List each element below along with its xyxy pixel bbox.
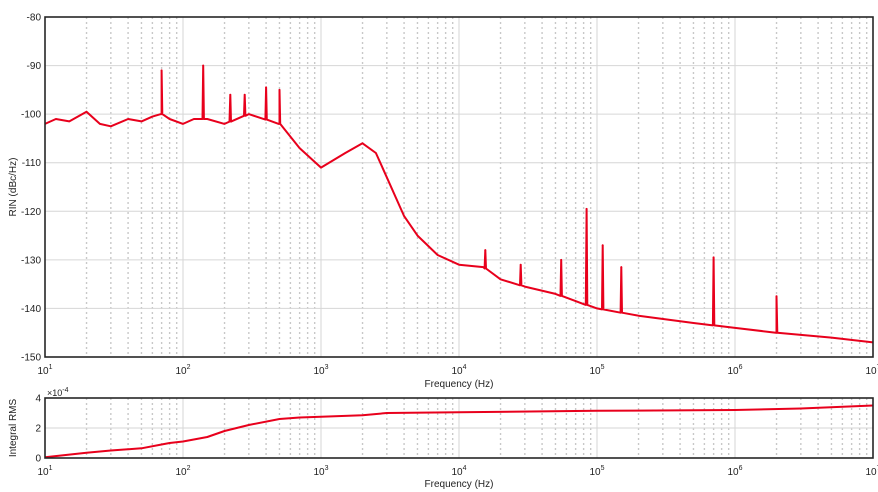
axes-frame bbox=[44, 16, 874, 358]
x-tick-exponent: 5 bbox=[601, 364, 605, 371]
x-axis-label: Frequency (Hz) bbox=[425, 379, 494, 390]
spectral-peak bbox=[775, 295, 778, 298]
y-tick-label: -130 bbox=[21, 255, 41, 266]
spectral-peak bbox=[278, 88, 281, 91]
x-tick-base: 10 bbox=[727, 467, 739, 478]
x-tick-label: 107 bbox=[865, 364, 878, 377]
x-tick-base: 10 bbox=[865, 366, 877, 377]
spectral-peak bbox=[484, 249, 487, 252]
spectral-peak bbox=[620, 266, 623, 269]
x-tick-label: 104 bbox=[451, 364, 466, 377]
x-tick-base: 10 bbox=[175, 467, 187, 478]
x-tick-base: 10 bbox=[451, 366, 463, 377]
y-tick-label: -120 bbox=[21, 207, 41, 218]
y-tick-label: 2 bbox=[35, 424, 41, 435]
x-tick-exponent: 4 bbox=[463, 465, 467, 472]
grid bbox=[45, 16, 873, 358]
x-tick-label: 101 bbox=[37, 465, 52, 478]
x-tick-exponent: 3 bbox=[325, 465, 329, 472]
series-line bbox=[44, 404, 874, 459]
x-tick-base: 10 bbox=[37, 366, 49, 377]
x-tick-label: 102 bbox=[175, 465, 190, 478]
y-tick-label: -90 bbox=[27, 61, 42, 72]
y-multiplier-exponent: -4 bbox=[62, 387, 68, 394]
x-tick-base: 10 bbox=[37, 467, 49, 478]
y-tick-label: 0 bbox=[35, 454, 41, 465]
x-tick-exponent: 2 bbox=[187, 465, 191, 472]
x-tick-label: 106 bbox=[727, 364, 742, 377]
y-axis-label: Integral RMS bbox=[8, 398, 19, 457]
spectral-peak bbox=[560, 258, 563, 261]
x-tick-base: 10 bbox=[589, 467, 601, 478]
x-tick-label: 101 bbox=[37, 364, 52, 377]
y-multiplier-base: ×10 bbox=[47, 388, 62, 398]
axes-frame bbox=[44, 397, 874, 459]
y-tick-label: -150 bbox=[21, 353, 41, 364]
x-tick-base: 10 bbox=[175, 366, 187, 377]
y-tick-label: -110 bbox=[22, 158, 42, 169]
x-tick-exponent: 7 bbox=[877, 364, 878, 371]
x-tick-exponent: 7 bbox=[877, 465, 878, 472]
x-tick-base: 10 bbox=[451, 467, 463, 478]
x-tick-exponent: 5 bbox=[601, 465, 605, 472]
rin-spectrum-panel: 101102103104105106107-80-90-100-110-120-… bbox=[8, 13, 878, 391]
spectral-peak bbox=[229, 93, 232, 96]
spectral-peak bbox=[601, 244, 604, 247]
x-tick-base: 10 bbox=[865, 467, 877, 478]
y-multiplier: ×10-4 bbox=[47, 387, 69, 398]
y-tick-label: -100 bbox=[21, 110, 41, 121]
x-tick-exponent: 6 bbox=[739, 364, 743, 371]
y-axis-label: RIN (dBc/Hz) bbox=[8, 158, 19, 217]
y-tick-label: 4 bbox=[35, 394, 41, 405]
spectral-peak bbox=[265, 86, 267, 89]
x-tick-exponent: 2 bbox=[187, 364, 191, 371]
y-tick-label: -140 bbox=[21, 304, 41, 315]
x-tick-exponent: 1 bbox=[49, 465, 53, 472]
x-tick-label: 106 bbox=[727, 465, 742, 478]
grid bbox=[45, 397, 873, 459]
spectral-peak bbox=[243, 93, 246, 96]
x-tick-exponent: 1 bbox=[49, 364, 53, 371]
x-tick-exponent: 3 bbox=[325, 364, 329, 371]
x-tick-base: 10 bbox=[313, 467, 325, 478]
spectral-peak bbox=[585, 207, 588, 210]
spectral-peak bbox=[160, 69, 163, 72]
spectral-peak bbox=[519, 263, 522, 266]
x-tick-label: 105 bbox=[589, 364, 604, 377]
spectral-peak bbox=[202, 64, 205, 67]
x-tick-label: 104 bbox=[451, 465, 466, 478]
spectral-peak bbox=[712, 256, 715, 259]
y-tick-label: -80 bbox=[27, 13, 42, 24]
x-tick-exponent: 4 bbox=[463, 364, 467, 371]
x-tick-base: 10 bbox=[589, 366, 601, 377]
x-tick-label: 105 bbox=[589, 465, 604, 478]
x-tick-label: 107 bbox=[865, 465, 878, 478]
series-line bbox=[44, 64, 874, 344]
x-tick-label: 103 bbox=[313, 364, 328, 377]
x-tick-exponent: 6 bbox=[739, 465, 743, 472]
x-tick-label: 102 bbox=[175, 364, 190, 377]
x-tick-base: 10 bbox=[727, 366, 739, 377]
x-axis-label: Frequency (Hz) bbox=[425, 479, 494, 490]
x-tick-label: 103 bbox=[313, 465, 328, 478]
x-tick-base: 10 bbox=[313, 366, 325, 377]
